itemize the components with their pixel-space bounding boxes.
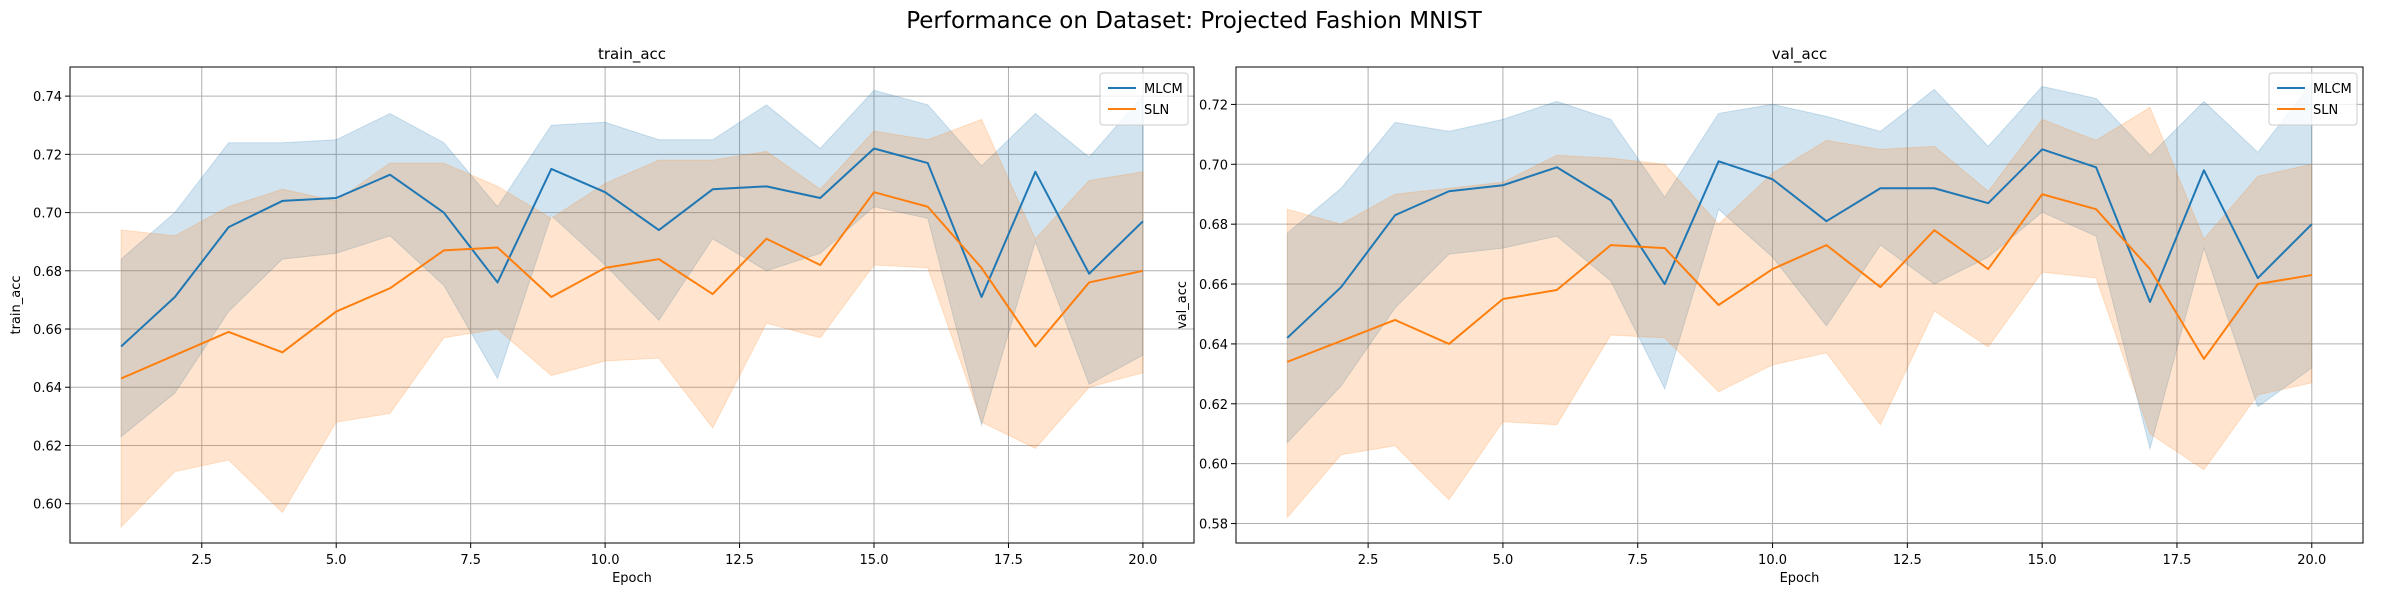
train-acc-ytick-label-4: 0.68 (33, 265, 62, 280)
train-acc-sln-line (120, 191, 1144, 380)
val-acc-legend-label-mlcm: MLCM (2313, 82, 2352, 97)
val-acc-ylabel: val_acc (1175, 281, 1190, 329)
val-acc-sln-band (1286, 106, 2313, 519)
val-acc-ytick-label-4: 0.66 (1199, 278, 1228, 293)
train-acc-xtick-label-1: 5.0 (326, 553, 347, 568)
train-acc-ytick-label-1: 0.62 (33, 439, 62, 454)
train-acc-ytick-label-3: 0.66 (33, 323, 62, 338)
train-acc-sln-band (120, 118, 1144, 529)
train-acc-legend-label-sln: SLN (1144, 103, 1169, 118)
train-acc-mlcm-line (120, 147, 1144, 348)
train-acc-xtick-label-0: 2.5 (191, 553, 212, 568)
val-acc-xlabel: Epoch (1780, 571, 1820, 586)
val-acc-xtick-label-3: 10.0 (1758, 553, 1787, 568)
val-acc-legend: MLCM SLN (2268, 72, 2358, 126)
val-acc-title: val_acc (1772, 45, 1827, 64)
val-acc-xtick-label-4: 12.5 (1893, 553, 1922, 568)
train-acc-legend-box (1099, 72, 1189, 126)
train-acc-legend: MLCM SLN (1099, 72, 1189, 126)
train-acc-ytick-label-0: 0.60 (33, 498, 62, 513)
val-acc-legend-label-sln: SLN (2313, 103, 2338, 118)
train-acc-ylabel: train_acc (9, 275, 24, 334)
val-acc-mlcm-band (1286, 82, 2313, 451)
val-acc-ytick-label-5: 0.68 (1199, 218, 1228, 233)
train-acc-ytick-label-6: 0.72 (33, 148, 62, 163)
train-acc-panel: 2.5 5.0 7.5 10.0 12.5 15.0 17.5 20.0 0.60 0.62 0.6… (9, 45, 1195, 586)
train-acc-ytick-label-5: 0.70 (33, 207, 62, 222)
val-acc-xtick-label-1: 5.0 (1493, 553, 1514, 568)
val-acc-ytick-label-6: 0.70 (1199, 158, 1228, 173)
train-acc-ytick-label-2: 0.64 (33, 381, 62, 396)
val-acc-mlcm-line (1286, 148, 2313, 339)
val-acc-panel: 2.5 5.0 7.5 10.0 12.5 15.0 17.5 20.0 0.58 0.60 0.6… (1175, 45, 2364, 586)
val-acc-ytick-label-3: 0.64 (1199, 338, 1228, 353)
val-acc-xtick-label-7: 20.0 (2297, 553, 2326, 568)
val-acc-xtick-label-6: 17.5 (2162, 553, 2191, 568)
train-acc-xtick-label-6: 17.5 (994, 553, 1023, 568)
train-acc-xtick-label-5: 15.0 (860, 553, 889, 568)
val-acc-sln-line (1286, 193, 2312, 363)
val-acc-ytick-label-2: 0.62 (1199, 398, 1228, 413)
train-acc-title: train_acc (598, 45, 666, 64)
train-acc-xtick-label-4: 12.5 (725, 553, 754, 568)
val-acc-xtick-label-2: 7.5 (1627, 553, 1648, 568)
train-acc-legend-label-mlcm: MLCM (1144, 82, 1183, 97)
val-acc-ytick-label-7: 0.72 (1199, 98, 1228, 113)
train-acc-axes-frame (69, 66, 1195, 544)
train-acc-ytick-label-7: 0.74 (33, 90, 62, 105)
train-acc-xtick-label-2: 7.5 (460, 553, 481, 568)
val-acc-legend-box (2268, 72, 2358, 126)
val-acc-axes-frame (1235, 66, 2364, 544)
val-acc-ytick-label-1: 0.60 (1199, 458, 1228, 473)
train-acc-xtick-label-3: 10.0 (591, 553, 620, 568)
train-acc-xlabel: Epoch (612, 571, 652, 586)
figure-title: Performance on Dataset: Projected Fashio… (906, 8, 1482, 34)
val-acc-xtick-label-5: 15.0 (2028, 553, 2057, 568)
val-acc-ytick-label-0: 0.58 (1199, 518, 1228, 533)
val-acc-xtick-label-0: 2.5 (1358, 553, 1379, 568)
train-acc-xtick-label-7: 20.0 (1128, 553, 1157, 568)
